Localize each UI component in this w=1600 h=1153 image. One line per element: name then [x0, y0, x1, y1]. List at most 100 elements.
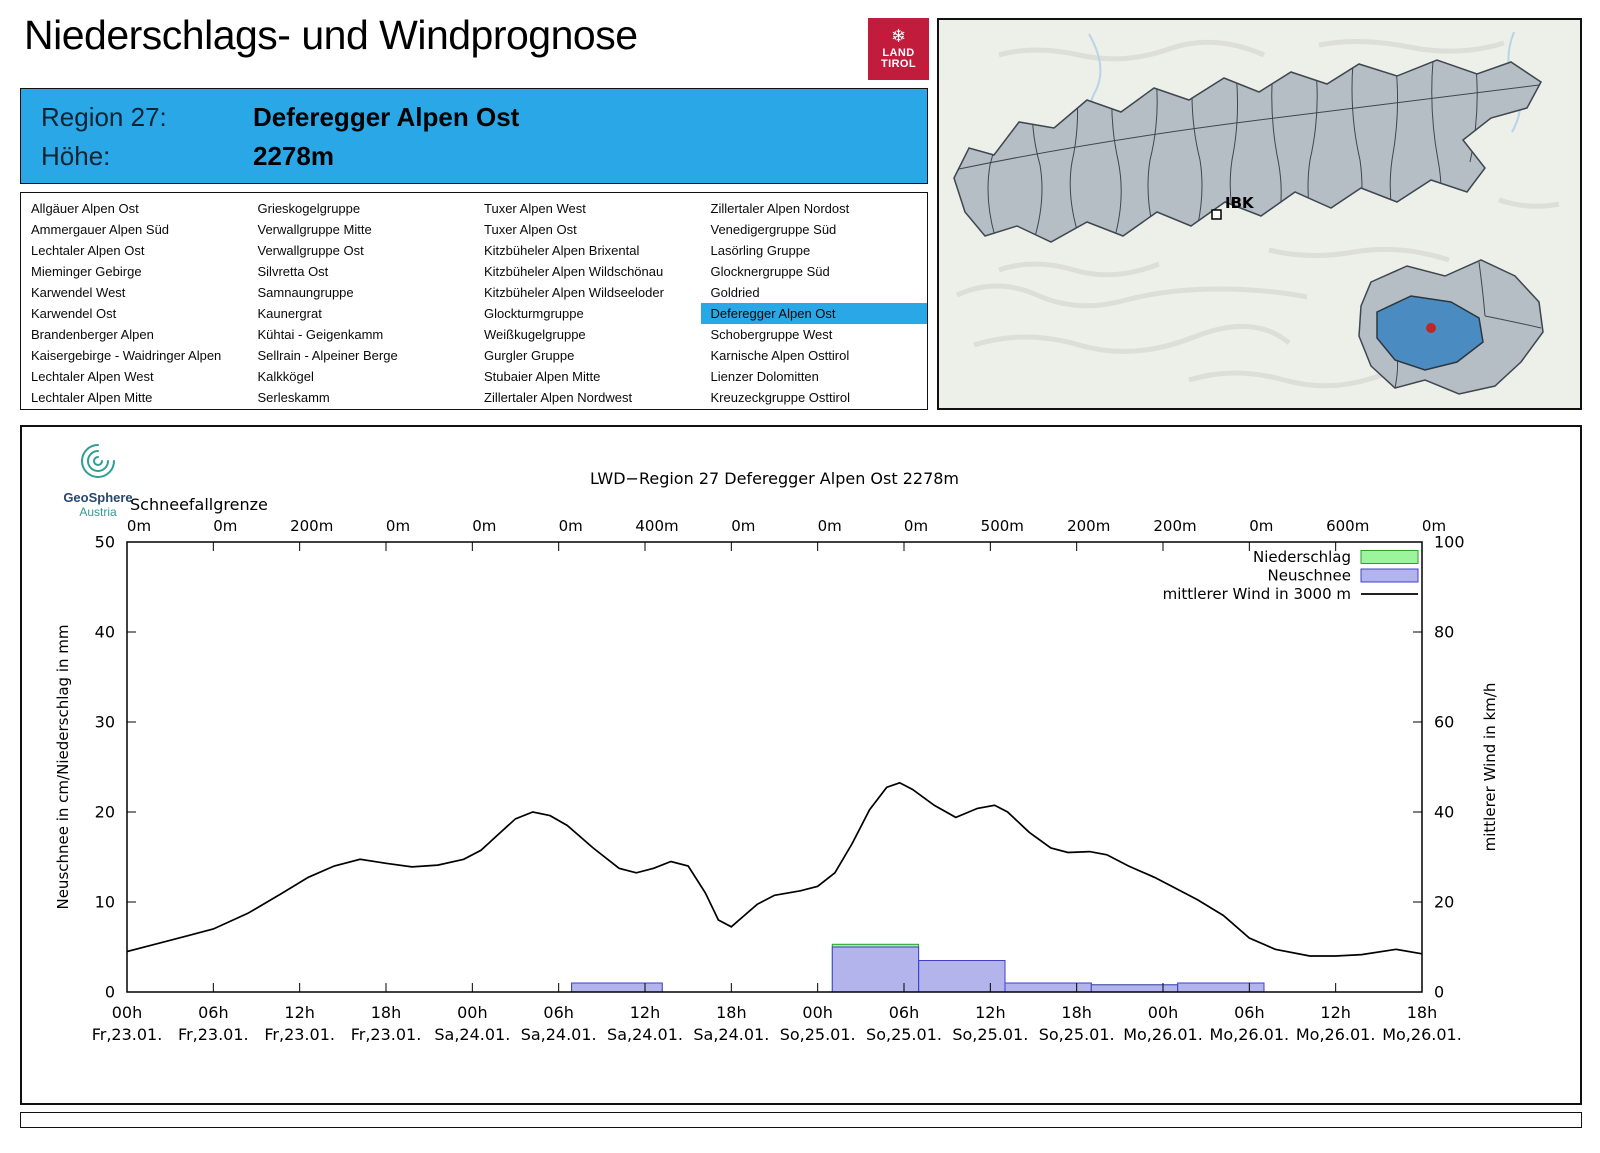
logo-text-tirol: TIROL [881, 58, 916, 71]
region-list: Allgäuer Alpen Ost Ammergauer Alpen Süd Le… [20, 192, 928, 410]
region-list-item[interactable]: Tuxer Alpen Ost [484, 222, 577, 237]
region-list-item[interactable]: Mieminger Gebirge [31, 264, 142, 279]
y-right-tick-label: 40 [1434, 803, 1454, 822]
region-list-item[interactable]: Weißkugelgruppe [484, 327, 586, 342]
region-list-item[interactable]: Kaisergebirge - Waidringer Alpen [31, 348, 222, 363]
legend-label: Neuschnee [1268, 567, 1352, 585]
tirol-map-svg: IBK [939, 20, 1580, 408]
region-list-item[interactable]: Zillertaler Alpen Nordwest [484, 390, 633, 405]
region-list-item[interactable]: Kitzbüheler Alpen Wildschönau [484, 264, 664, 279]
geosphere-icon [81, 444, 115, 478]
altitude-label: Höhe: [41, 141, 111, 171]
region-list-item[interactable]: Glockturmgruppe [484, 306, 584, 321]
region-list-item[interactable]: Verwallgruppe Ost [257, 243, 364, 258]
snowline-value: 500m [981, 517, 1024, 535]
region-list-item[interactable]: Venedigergruppe Süd [710, 222, 837, 237]
region-list-item[interactable]: Samnaungruppe [257, 285, 354, 300]
x-tick-hour: 00h [457, 1003, 488, 1022]
footer-strip [20, 1112, 1582, 1128]
region-list-item[interactable]: Kalkkögel [257, 369, 314, 384]
region-list-item[interactable]: Schobergruppe West [710, 327, 833, 342]
region-list-item[interactable]: Lasörling Gruppe [710, 243, 811, 258]
page-title: Niederschlags- und Windprognose [24, 12, 638, 58]
x-tick-date: Sa,24.01. [521, 1025, 597, 1044]
snowline-value: 200m [1153, 517, 1196, 535]
region-list-item[interactable]: Karnische Alpen Osttirol [710, 348, 850, 363]
region-list-item[interactable]: Kitzbüheler Alpen Brixental [484, 243, 640, 258]
plot-border [126, 541, 1423, 993]
y-left-tick-label: 0 [105, 983, 115, 1002]
wind-line [126, 781, 1423, 957]
region-list-item[interactable]: Kühtai - Geigenkamm [257, 327, 384, 342]
region-list-item[interactable]: Lechtaler Alpen West [31, 369, 154, 384]
x-tick-date: Mo,26.01. [1382, 1025, 1462, 1044]
region-list-item[interactable]: Sellrain - Alpeiner Berge [257, 348, 398, 363]
x-tick-hour: 06h [198, 1003, 229, 1022]
x-tick-hour: 18h [1061, 1003, 1092, 1022]
region-list-item[interactable]: Tuxer Alpen West [484, 201, 586, 216]
x-tick-date: Fr,23.01. [178, 1025, 249, 1044]
region-list-item[interactable]: Zillertaler Alpen Nordost [710, 201, 850, 216]
region-list-item[interactable]: Stubaier Alpen Mitte [484, 369, 601, 384]
region-list-item[interactable]: Goldried [710, 285, 760, 300]
region-list-item[interactable]: Serleskamm [257, 390, 330, 405]
y-right-tick-label: 20 [1434, 893, 1454, 912]
x-tick-hour: 18h [371, 1003, 402, 1022]
altitude-value: 2278m [253, 141, 334, 171]
region-list-item[interactable]: Brandenberger Alpen [31, 327, 154, 342]
region-list-item[interactable]: Silvretta Ost [257, 264, 329, 279]
region-list-item[interactable]: Lienzer Dolomitten [710, 369, 819, 384]
region-list-item[interactable]: Verwallgruppe Mitte [257, 222, 372, 237]
region-list-item[interactable]: Lechtaler Alpen Mitte [31, 390, 153, 405]
neuschnee-bar [1177, 982, 1265, 993]
logo-text-land: LAND [882, 46, 915, 59]
x-tick-hour: 06h [543, 1003, 574, 1022]
snowline-value: 0m [127, 517, 151, 535]
region-list-item[interactable]: Karwendel Ost [31, 306, 117, 321]
neuschnee-bar [1004, 982, 1092, 993]
snowline-label: Schneefallgrenze [130, 495, 268, 514]
map-region-selected[interactable] [1376, 295, 1484, 371]
tirol-map[interactable]: IBK [937, 18, 1582, 410]
y-right-tick-label: 80 [1434, 623, 1454, 642]
region-list-item[interactable]: Kitzbüheler Alpen Wildseeloder [484, 285, 664, 300]
x-tick-date: So,25.01. [780, 1025, 856, 1044]
region-list-item[interactable]: Kaunergrat [257, 306, 322, 321]
region-list-item[interactable]: Grieskogelgruppe [257, 201, 361, 216]
land-tirol-logo: ❄ LAND TIROL [868, 18, 929, 80]
geosphere-name: GeoSphere [63, 490, 133, 505]
x-tick-hour: 06h [889, 1003, 920, 1022]
map-ibk-marker [1211, 209, 1222, 220]
region-list-item[interactable]: Glocknergruppe Süd [710, 264, 830, 279]
y-left-tick-label: 20 [95, 803, 115, 822]
region-list-item[interactable]: Karwendel West [31, 285, 126, 300]
geosphere-logo: GeoSphere Austria [48, 439, 148, 519]
snowline-value: 400m [635, 517, 678, 535]
region-list-item[interactable]: Allgäuer Alpen Ost [31, 201, 139, 216]
snowline-value: 200m [1067, 517, 1110, 535]
x-tick-date: So,25.01. [952, 1025, 1028, 1044]
y-right-tick-label: 0 [1434, 983, 1444, 1002]
region-list-item[interactable]: Gurgler Gruppe [484, 348, 575, 363]
legend-swatch [1360, 568, 1419, 583]
snowline-value: 0m [1422, 517, 1446, 535]
neuschnee-bar [831, 946, 920, 993]
x-tick-date: Sa,24.01. [607, 1025, 683, 1044]
x-tick-date: Sa,24.01. [693, 1025, 769, 1044]
forecast-chart: LWD−Region 27 Deferegger Alpen Ost 2278m… [54, 469, 1499, 1044]
snowline-value: 0m [1249, 517, 1273, 535]
region-list-item[interactable]: Lechtaler Alpen Ost [31, 243, 145, 258]
x-tick-hour: 00h [1148, 1003, 1179, 1022]
region-column: Grieskogelgruppe Verwallgruppe Mitte Verwa… [248, 198, 475, 408]
x-tick-date: Mo,26.01. [1123, 1025, 1203, 1044]
snowline-value: 200m [290, 517, 333, 535]
y-left-tick-label: 50 [95, 533, 115, 552]
region-list-item[interactable]: Kreuzeckgruppe Osttirol [710, 390, 850, 405]
region-header: Region 27: Deferegger Alpen Ost Höhe: 22… [20, 88, 928, 184]
y-left-tick-label: 40 [95, 623, 115, 642]
region-column: Tuxer Alpen West Tuxer Alpen Ost Kitzbühel… [474, 198, 701, 408]
region-list-item-selected[interactable]: Deferegger Alpen Ost [700, 303, 927, 324]
y-left-axis-title: Neuschnee in cm/Niederschlag in mm [54, 624, 72, 909]
region-list-item[interactable]: Ammergauer Alpen Süd [31, 222, 170, 237]
